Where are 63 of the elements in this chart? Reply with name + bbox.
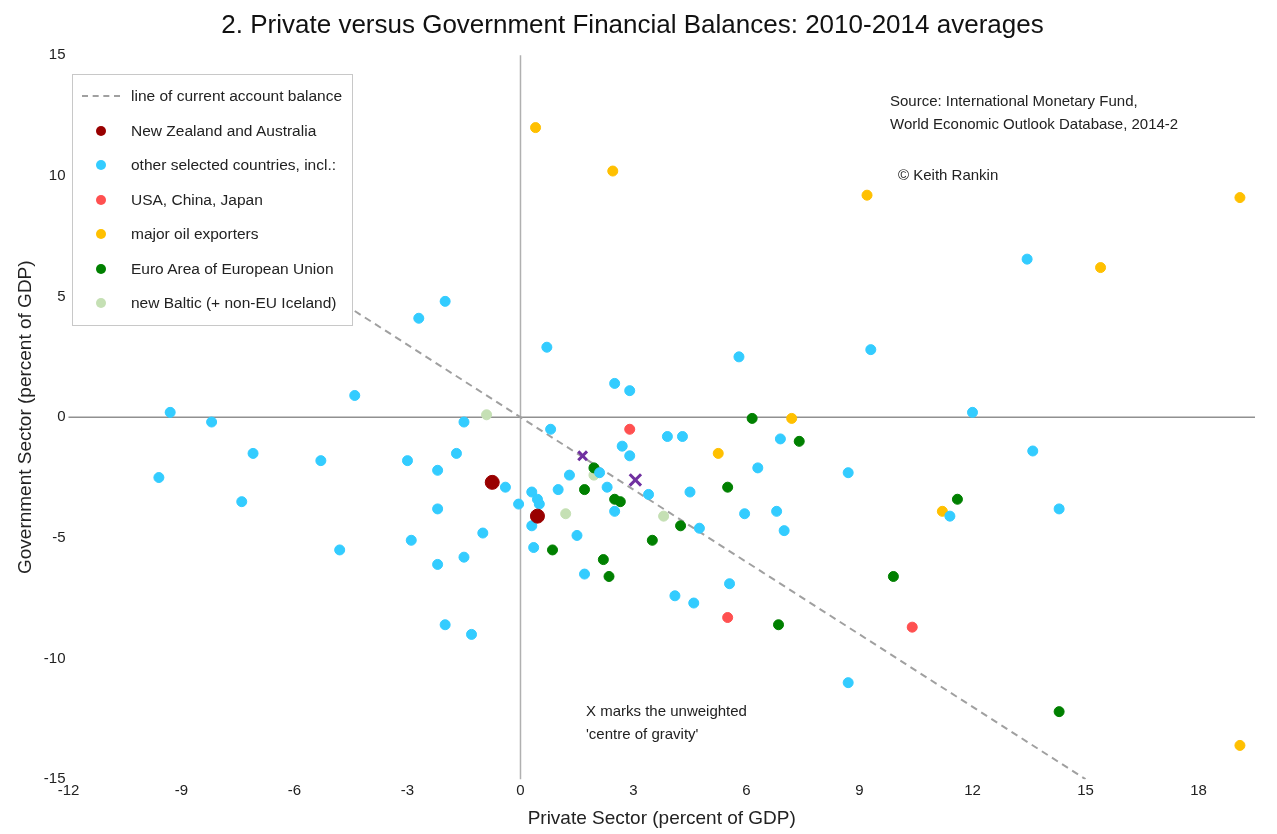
point (906, 621, 918, 633)
point (722, 481, 734, 493)
x-tick-label: 9 (855, 781, 864, 799)
legend-label: major oil exporters (131, 225, 259, 244)
point (887, 570, 899, 582)
annotation: Source: International Monetary Fund, World Economic Outlook Database, 2014-2 (890, 91, 1179, 134)
point (484, 474, 500, 490)
point (1053, 706, 1065, 718)
point (951, 493, 963, 505)
point (624, 423, 636, 435)
point (560, 508, 572, 520)
y-tick-label: -10 (43, 648, 66, 666)
annotation: © Keith Rankin (898, 165, 999, 185)
point (607, 165, 619, 177)
x-tick-label: 0 (516, 781, 525, 799)
point (746, 412, 758, 424)
point (1234, 739, 1246, 751)
point (936, 505, 948, 517)
x-tick-label: 3 (629, 781, 638, 799)
x-tick-label: -9 (174, 781, 189, 799)
point (628, 472, 643, 488)
point (793, 435, 805, 447)
legend-label: other selected countries, incl.: (131, 156, 337, 175)
legend-label: Euro Area of European Union (131, 259, 334, 278)
y-tick-label: 5 (57, 286, 66, 304)
annotation: X marks the unweighted 'centre of gravity' (586, 701, 747, 744)
point (1234, 192, 1246, 204)
point (1095, 262, 1107, 274)
point (658, 510, 670, 522)
x-axis-title: Private Sector (percent of GDP) (527, 806, 796, 828)
x-tick-label: 6 (742, 781, 751, 799)
point (675, 520, 687, 532)
x-tick-label: -3 (400, 781, 415, 799)
point (481, 409, 493, 421)
point (773, 619, 785, 631)
x-tick-label: 18 (1190, 781, 1207, 799)
y-tick-label: -5 (52, 528, 66, 546)
point (529, 508, 545, 524)
point (861, 189, 873, 201)
point (530, 122, 542, 134)
point (547, 544, 559, 556)
legend-label: USA, China, Japan (131, 190, 263, 209)
y-axis-title: Government Sector (percent of GDP) (13, 260, 35, 575)
chart-title: 2. Private versus Government Financial Balances: 2010-2014 averages (221, 8, 1044, 39)
x-tick-label: 12 (964, 781, 981, 799)
point (614, 496, 626, 508)
legend-label: new Baltic (+ non-EU Iceland) (131, 294, 337, 313)
legend-label: line of current account balance (131, 87, 343, 106)
point (579, 484, 591, 496)
y-tick-label: 0 (57, 407, 66, 425)
y-tick-label: -15 (43, 769, 66, 787)
legend-label: New Zealand and Australia (131, 121, 317, 140)
point (603, 570, 615, 582)
point (786, 412, 798, 424)
x-tick-label: 15 (1077, 781, 1094, 799)
point (646, 534, 658, 546)
point (722, 612, 734, 624)
x-tick-label: -6 (287, 781, 302, 799)
y-tick-label: 10 (48, 166, 66, 184)
point (712, 447, 724, 459)
point (597, 554, 609, 566)
y-tick-label: 15 (48, 45, 66, 63)
point (576, 449, 589, 462)
